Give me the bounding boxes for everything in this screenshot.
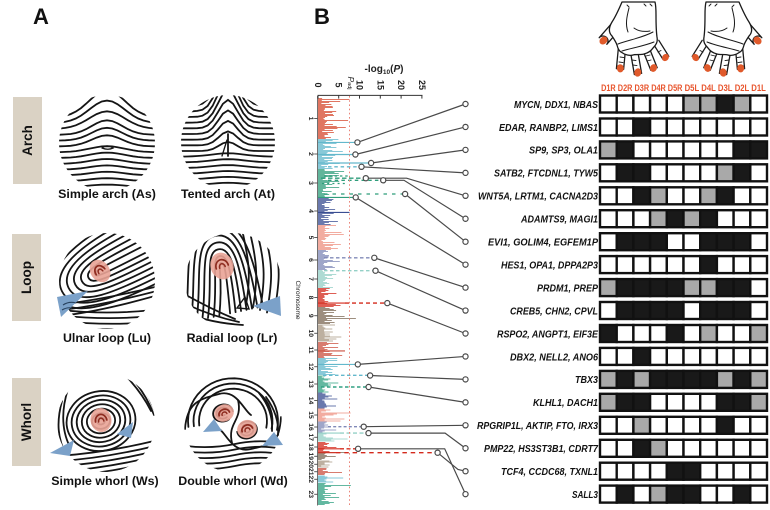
svg-text:Loop: Loop	[19, 261, 34, 294]
svg-text:Double whorl (Wd): Double whorl (Wd)	[178, 474, 287, 488]
svg-text:EDAR, RANBP2, LIMS1: EDAR, RANBP2, LIMS1	[499, 122, 598, 134]
svg-text:5: 5	[334, 82, 344, 87]
svg-text:1: 1	[307, 117, 314, 121]
svg-text:3: 3	[307, 181, 314, 185]
svg-text:18: 18	[307, 443, 314, 451]
svg-text:0: 0	[313, 82, 323, 87]
svg-text:20: 20	[307, 460, 314, 468]
svg-text:B: B	[314, 4, 330, 29]
svg-text:Simple arch (As): Simple arch (As)	[58, 187, 156, 201]
svg-text:22: 22	[307, 475, 314, 483]
svg-text:Simple whorl (Ws): Simple whorl (Ws)	[51, 474, 158, 488]
svg-text:9: 9	[307, 314, 314, 318]
svg-text:Padj: Padj	[346, 76, 356, 89]
svg-text:Radial loop (Lr): Radial loop (Lr)	[187, 331, 278, 345]
svg-text:CREB5, CHN2, CPVL: CREB5, CHN2, CPVL	[510, 305, 598, 317]
svg-text:D4R: D4R	[651, 83, 666, 93]
svg-text:21: 21	[307, 468, 314, 476]
svg-text:14: 14	[307, 397, 314, 405]
svg-text:SATB2, FTCDNL1, TYW5: SATB2, FTCDNL1, TYW5	[494, 168, 598, 180]
svg-text:PRDM1, PREP: PRDM1, PREP	[537, 282, 599, 294]
svg-text:MYCN, DDX1, NBAS: MYCN, DDX1, NBAS	[514, 99, 598, 111]
svg-text:SALL3: SALL3	[572, 489, 598, 501]
svg-text:D5R: D5R	[668, 83, 683, 93]
svg-text:D2L: D2L	[735, 83, 750, 93]
svg-text:Chromosome: Chromosome	[294, 280, 301, 319]
svg-text:17: 17	[307, 433, 314, 441]
svg-text:TCF4, CCDC68, TXNL1: TCF4, CCDC68, TXNL1	[501, 466, 598, 478]
svg-text:ADAMTS9, MAGI1: ADAMTS9, MAGI1	[520, 214, 598, 226]
svg-text:10: 10	[355, 80, 365, 90]
svg-text:15: 15	[375, 80, 385, 90]
svg-text:5: 5	[307, 236, 314, 240]
svg-text:25: 25	[417, 80, 427, 90]
svg-text:19: 19	[307, 452, 314, 460]
svg-text:8: 8	[307, 296, 314, 300]
svg-text:D2R: D2R	[618, 83, 633, 93]
svg-text:HES1, OPA1, DPPA2P3: HES1, OPA1, DPPA2P3	[501, 259, 598, 271]
svg-text:-log10(P): -log10(P)	[365, 64, 404, 76]
svg-text:11: 11	[307, 346, 314, 353]
svg-text:D1R: D1R	[601, 83, 616, 93]
svg-text:RSPO2, ANGPT1, EIF3E: RSPO2, ANGPT1, EIF3E	[497, 328, 599, 340]
svg-text:WNT5A, LRTM1, CACNA2D3: WNT5A, LRTM1, CACNA2D3	[478, 191, 598, 203]
svg-text:PMP22, HS3ST3B1, CDRT7: PMP22, HS3ST3B1, CDRT7	[484, 443, 599, 455]
svg-text:4: 4	[307, 209, 314, 213]
svg-text:EVI1, GOLIM4, EGFEM1P: EVI1, GOLIM4, EGFEM1P	[488, 237, 599, 249]
svg-text:13: 13	[307, 380, 314, 388]
svg-text:2: 2	[307, 152, 314, 156]
svg-text:Arch: Arch	[20, 125, 35, 156]
svg-text:D4L: D4L	[701, 83, 716, 93]
svg-text:A: A	[33, 4, 49, 29]
svg-text:15: 15	[307, 411, 314, 419]
svg-text:6: 6	[307, 258, 314, 262]
svg-text:DBX2, NELL2, ANO6: DBX2, NELL2, ANO6	[510, 351, 598, 363]
svg-text:SP9, SP3, OLA1: SP9, SP3, OLA1	[529, 145, 598, 157]
svg-text:KLHL1, DACH1: KLHL1, DACH1	[533, 397, 598, 409]
svg-text:D1L: D1L	[751, 83, 766, 93]
svg-text:20: 20	[396, 80, 406, 90]
svg-text:Tented arch (At): Tented arch (At)	[181, 187, 275, 201]
svg-text:7: 7	[307, 277, 314, 281]
svg-text:RPGRIP1L, AKTIP, FTO, IRX3: RPGRIP1L, AKTIP, FTO, IRX3	[477, 420, 598, 432]
svg-text:D5L: D5L	[685, 83, 700, 93]
svg-text:Whorl: Whorl	[19, 403, 34, 441]
svg-text:D3L: D3L	[718, 83, 733, 93]
svg-text:23: 23	[307, 490, 314, 498]
svg-text:TBX3: TBX3	[575, 374, 598, 386]
svg-text:10: 10	[307, 329, 314, 337]
svg-text:12: 12	[307, 363, 314, 371]
svg-text:Ulnar loop (Lu): Ulnar loop (Lu)	[63, 331, 151, 345]
svg-text:D3R: D3R	[635, 83, 650, 93]
svg-text:16: 16	[307, 423, 314, 431]
